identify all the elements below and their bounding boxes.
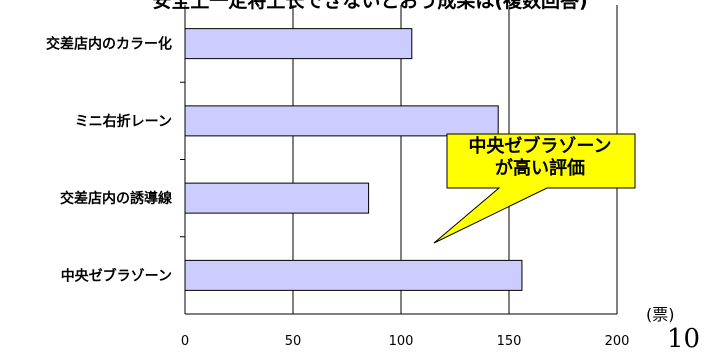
x-axis-unit: (票) — [646, 305, 675, 324]
page-number: 10 — [667, 324, 701, 354]
bar — [184, 182, 370, 214]
x-tick-label: 100 — [389, 334, 414, 349]
bar — [184, 105, 499, 137]
category-label: ミニ右折レーン — [75, 113, 172, 130]
chart-title: 安全上一定将上长できないとおう成果は(複数回答) — [152, 0, 588, 12]
bars — [184, 28, 523, 291]
category-label: 交差店内の誘導線 — [60, 190, 172, 207]
callout-line-1: 中央ゼブラゾーン — [468, 136, 612, 157]
category-label: 交差店内のカラー化 — [46, 36, 172, 53]
x-tick-label: 0 — [181, 334, 189, 349]
labels: 0 50 100 150 200交差店内のカラー化ミニ右折レーン交差店内の誘導線中央ゼブ… — [46, 36, 629, 349]
bar — [184, 28, 413, 60]
category-label: 中央ゼブラゾーン — [61, 267, 172, 284]
bar — [184, 259, 523, 291]
callout — [433, 133, 636, 244]
callout-text: 中央ゼブラゾーン が高い評価 — [445, 136, 635, 180]
callout-bubble — [433, 133, 636, 244]
x-tick-label: 200 — [605, 334, 630, 349]
callout-line-2: が高い評価 — [495, 158, 585, 179]
x-tick-label: 50 — [285, 334, 302, 349]
axes — [180, 5, 617, 315]
x-tick-label: 150 — [497, 334, 522, 349]
